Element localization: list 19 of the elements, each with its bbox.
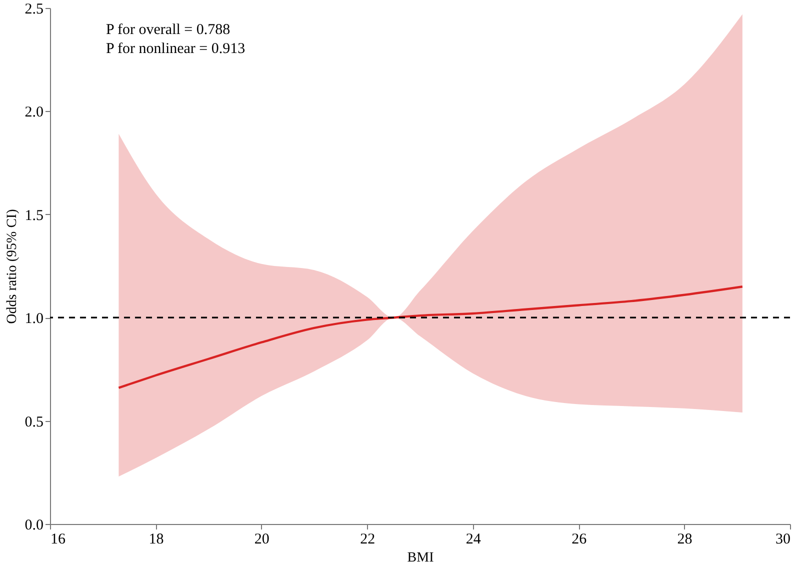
line-series (118, 286, 744, 389)
y-tick-label: 2.5 (24, 2, 44, 18)
x-tick-label: 28 (677, 532, 692, 548)
y-tick-label: 2.0 (24, 104, 44, 121)
x-tick-label: 30 (776, 532, 790, 548)
annotation: P for overall = 0.788 (106, 22, 230, 38)
y-tick-label: 0.5 (24, 414, 44, 430)
y-tick-label: 0.0 (24, 518, 44, 534)
x-tick-label: 26 (572, 532, 588, 548)
y-tick-label: 1.5 (24, 208, 44, 224)
x-axis-title: BMI (407, 550, 434, 562)
x-tick-label: 20 (254, 532, 270, 548)
y-axis-title: Odds ratio (95% CI) (4, 208, 20, 324)
x-tick-label: 24 (466, 532, 482, 548)
y-tick-label: 1.0 (24, 311, 44, 328)
annotation: P for nonlinear = 0.913 (106, 41, 246, 57)
x-tick-label: 22 (360, 532, 376, 548)
x-tick-label: 16 (50, 532, 66, 548)
x-tick-label: 18 (148, 532, 164, 548)
